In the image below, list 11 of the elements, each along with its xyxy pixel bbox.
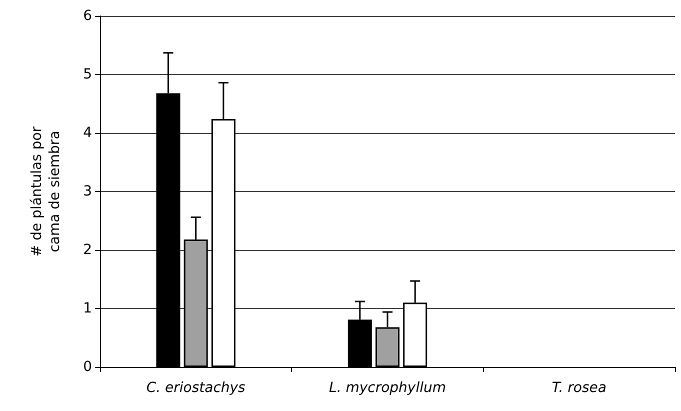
y-tick-label: 1 xyxy=(83,300,92,316)
y-tick-label: 6 xyxy=(83,8,92,24)
y-tick-label: 2 xyxy=(83,242,92,258)
y-tick-label: 3 xyxy=(83,184,92,200)
x-tick-label: L. mycrophyllum xyxy=(329,380,446,396)
y-tick-label: 4 xyxy=(83,125,92,141)
y-tick-label: 5 xyxy=(83,66,92,82)
y-axis-title: # de plántulas por cama de siembra xyxy=(29,126,63,257)
x-tick-label: T. rosea xyxy=(552,380,606,396)
x-tick-label: C. eriostachys xyxy=(146,380,246,396)
y-tick-label: 0 xyxy=(83,359,92,375)
